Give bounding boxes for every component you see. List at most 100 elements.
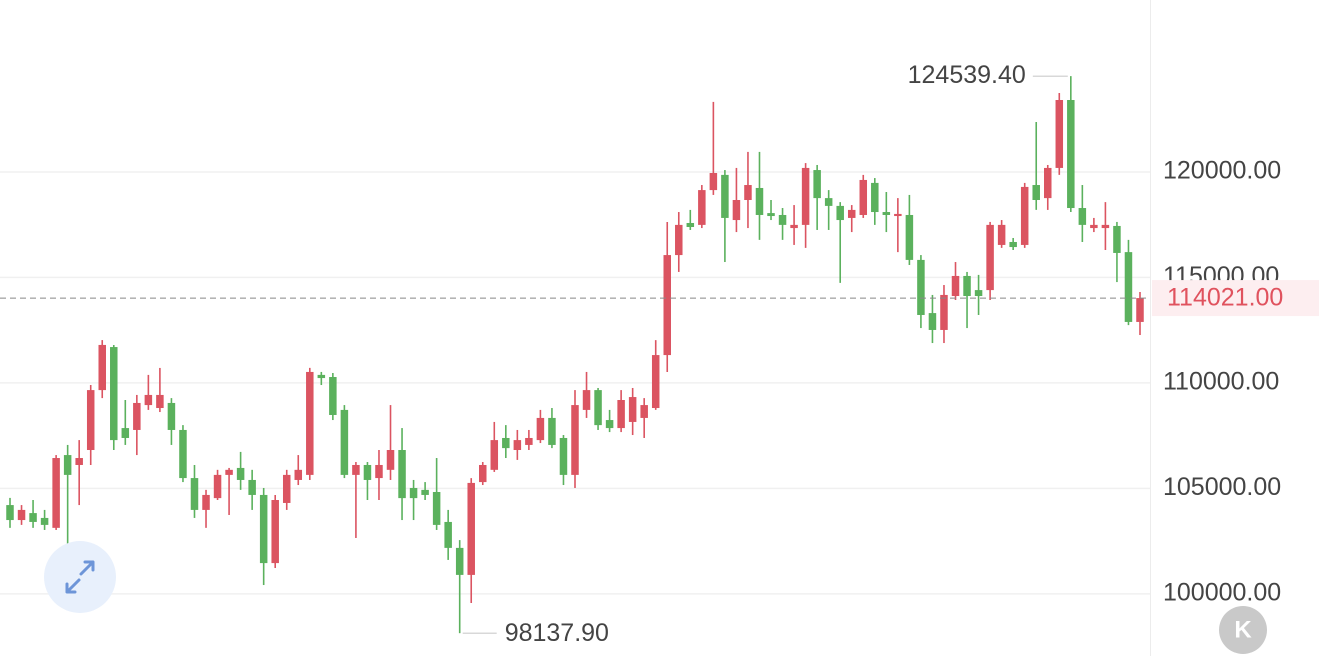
candle-body (432, 491, 441, 525)
candle-body (179, 429, 187, 479)
candle-body (651, 355, 660, 409)
candle-body (721, 174, 729, 218)
candle-body (917, 259, 925, 315)
candle-body (75, 458, 83, 465)
candle-body (628, 397, 637, 422)
candle-body (502, 437, 510, 449)
candle-body (1101, 224, 1110, 229)
candle-body (894, 213, 902, 217)
candle-body (110, 347, 118, 441)
candle-body (156, 394, 164, 409)
candle-body (1009, 241, 1017, 248)
candle-body (859, 179, 868, 215)
candle-body (1020, 186, 1029, 245)
candle-body (490, 440, 499, 470)
candle-body (294, 469, 303, 480)
candle-body (363, 464, 372, 480)
candle-body (778, 214, 787, 225)
candle-body (928, 313, 937, 330)
candle-body (882, 212, 891, 215)
candle-body (282, 474, 291, 503)
candle-body (133, 402, 141, 430)
candle-body (248, 479, 256, 495)
y-tick-label: 120000.00 (1163, 157, 1281, 185)
candle-body (86, 390, 95, 451)
candle-body (29, 513, 37, 522)
candle-body (940, 294, 948, 330)
y-tick-label: 110000.00 (1163, 368, 1279, 396)
candle-body (236, 467, 245, 480)
candle-body (801, 167, 810, 225)
candle-body (1090, 224, 1098, 229)
candle-body (698, 190, 706, 225)
candle-body (6, 505, 14, 521)
candle-body (790, 224, 798, 229)
candle-body (686, 222, 695, 228)
max-label: 124539.40 (908, 61, 1026, 89)
candle-body (467, 482, 475, 575)
candle-body (40, 517, 49, 525)
candle-body (709, 172, 718, 191)
candle-body (548, 417, 556, 445)
candle-body (398, 450, 406, 499)
candle-body (1055, 100, 1064, 168)
candle-body (640, 405, 648, 418)
candle-body (905, 214, 914, 260)
expand-icon[interactable] (65, 560, 95, 594)
candle-body (847, 209, 856, 218)
candle-body (974, 290, 983, 296)
grid: 100000.00105000.00110000.00115000.001200… (0, 157, 1281, 606)
badge-text[interactable]: K (1234, 616, 1252, 643)
candle-body (144, 394, 153, 406)
candle-body (329, 377, 337, 415)
y-tick-label: 105000.00 (1163, 473, 1281, 501)
candle-body (605, 420, 614, 429)
last-price-tag (1152, 280, 1319, 317)
candle-body (571, 405, 579, 475)
candle-body (813, 170, 821, 199)
candle-body (871, 182, 879, 213)
candle-body (594, 390, 602, 426)
candle-body (444, 521, 452, 548)
candle-body (340, 409, 349, 475)
candle-body (1067, 100, 1075, 209)
candle-body (121, 428, 130, 438)
candle-body (386, 450, 395, 470)
candle-body (675, 224, 683, 256)
candles (6, 76, 1144, 634)
candle-body (951, 275, 960, 296)
candle-body (375, 464, 383, 479)
candle-body (225, 469, 233, 475)
candle-body (824, 198, 833, 206)
last-price-label: 114021.00 (1167, 284, 1283, 312)
y-tick-label: 100000.00 (1163, 578, 1281, 606)
candle-body (98, 344, 106, 391)
candle-body (767, 213, 775, 217)
k-badge[interactable]: K (1219, 606, 1267, 654)
candle-body (421, 489, 429, 495)
candle-body (617, 400, 625, 429)
candle-body (63, 455, 72, 475)
candle-body (513, 440, 522, 451)
expand-button[interactable] (44, 541, 116, 613)
candle-body (536, 417, 545, 441)
candle-body (1078, 208, 1087, 225)
candle-body (259, 494, 268, 564)
candle-body (663, 255, 671, 356)
candle-body (52, 458, 60, 528)
candle-body (986, 224, 994, 291)
candle-body (1032, 185, 1040, 201)
candle-body (1124, 252, 1133, 322)
candle-body (732, 200, 741, 221)
candle-body (1113, 225, 1121, 253)
candle-body (271, 500, 279, 564)
candle-body (755, 187, 764, 215)
candle-body (744, 185, 752, 201)
badge-circle[interactable] (1219, 606, 1267, 654)
candle-body (836, 205, 844, 221)
candle-body (317, 374, 326, 379)
candle-body (963, 275, 971, 296)
candle-body (997, 224, 1006, 245)
expand-circle[interactable] (44, 541, 116, 613)
